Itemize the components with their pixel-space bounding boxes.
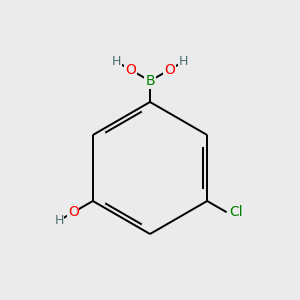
Text: H: H — [54, 214, 64, 227]
Text: Cl: Cl — [229, 205, 243, 219]
Text: O: O — [125, 63, 136, 77]
Text: O: O — [164, 63, 175, 77]
Text: B: B — [145, 74, 155, 88]
Text: O: O — [68, 205, 79, 219]
Text: H: H — [112, 55, 121, 68]
Text: H: H — [179, 55, 188, 68]
